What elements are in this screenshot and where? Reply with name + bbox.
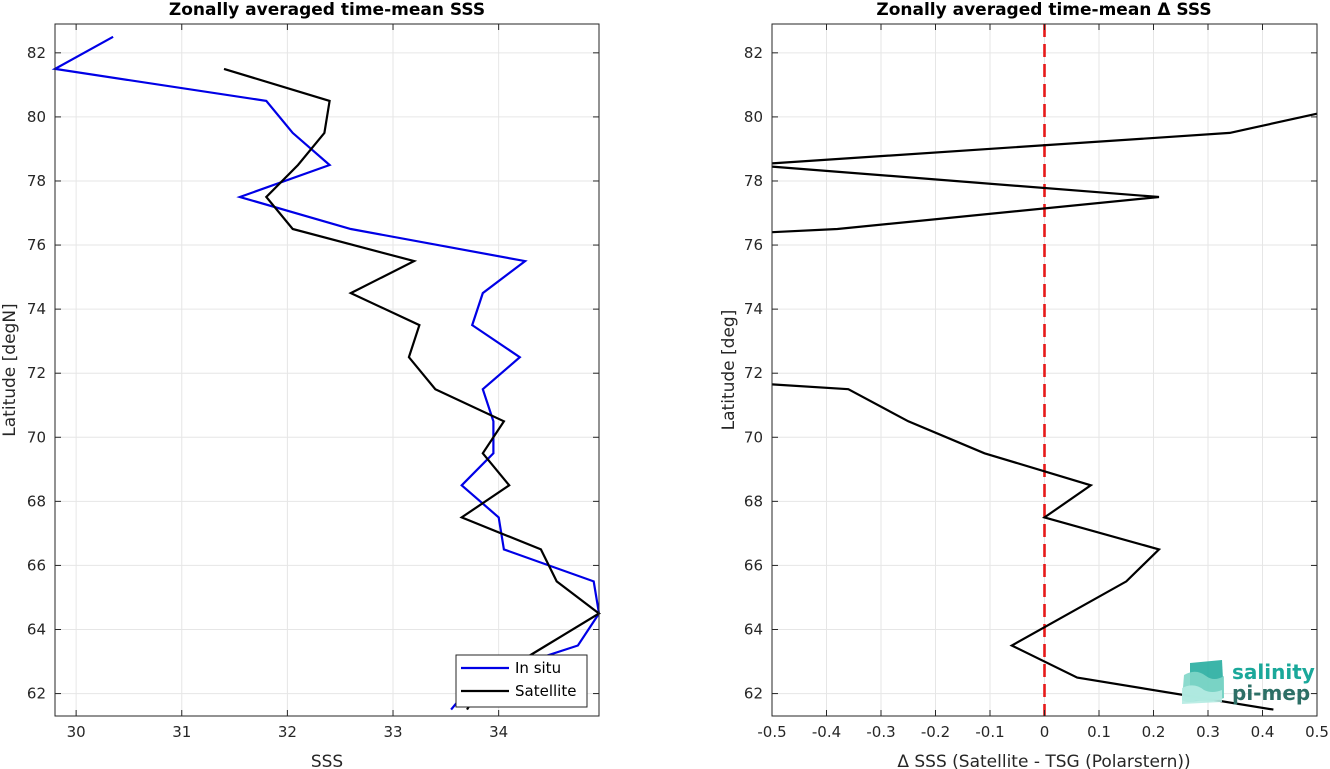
sss-y-tick-label: 68	[27, 492, 46, 510]
delta-x-axis-label: Δ SSS (Satellite - TSG (Polarstern))	[897, 752, 1190, 769]
legend: In situ Satellite	[455, 654, 588, 708]
delta-y-tick-label: 64	[744, 621, 763, 639]
sss-x-tick-label: 30	[67, 723, 86, 741]
sss-y-tick-label: 82	[27, 44, 46, 62]
delta-x-tick-label: 0.1	[1087, 723, 1111, 741]
logo-text-pi-mep: pi-mep	[1232, 681, 1310, 705]
sss-x-tick-label: 33	[383, 723, 402, 741]
salinity-pi-mep-logo: salinity pi-mep	[1182, 660, 1315, 705]
sss-x-tick-label: 34	[489, 723, 508, 741]
delta-y-tick-label: 66	[744, 556, 763, 574]
sss-y-tick-label: 70	[27, 428, 46, 446]
legend-box	[455, 654, 588, 708]
delta-x-tick-label: 0.4	[1251, 723, 1275, 741]
delta-y-tick-label: 72	[744, 364, 763, 382]
legend-label-in-situ: In situ	[515, 659, 561, 677]
delta-y-tick-label: 70	[744, 428, 763, 446]
sss-plot-frame	[54, 23, 600, 717]
sss-x-tick-label: 31	[172, 723, 191, 741]
delta-y-tick-label: 76	[744, 236, 763, 254]
logo-text-salinity: salinity	[1232, 660, 1315, 684]
delta-series-0-line-segment-0	[771, 383, 1274, 711]
delta-y-tick-label: 74	[744, 300, 763, 318]
delta-x-tick-label: 0.3	[1196, 723, 1220, 741]
delta-y-axis-label: Latitude [deg]	[719, 310, 739, 431]
sss-ticks: 30 31 32 33 34 62 64 66 68 70 72 74 76 78 80 82	[27, 24, 599, 741]
logo-wave-icon	[1182, 660, 1224, 704]
delta-series-0-line-segment-1	[771, 165, 1160, 234]
delta-series-0-line-segment-2	[771, 112, 1318, 165]
delta-y-tick-label: 80	[744, 108, 763, 126]
delta-x-tick-label: -0.5	[757, 723, 786, 741]
sss-y-tick-label: 66	[27, 556, 46, 574]
delta-series	[771, 24, 1318, 716]
sss-y-tick-label: 64	[27, 621, 46, 639]
sss-x-axis-label: SSS	[311, 752, 343, 769]
sss-grid	[55, 24, 599, 716]
legend-label-satellite: Satellite	[515, 682, 576, 700]
delta-x-tick-label: -0.3	[866, 723, 895, 741]
delta-x-tick-label: 0	[1040, 723, 1050, 741]
sss-y-tick-label: 74	[27, 300, 46, 318]
sss-y-tick-label: 62	[27, 685, 46, 703]
delta-x-tick-label: 0.5	[1305, 723, 1329, 741]
sss-y-tick-label: 80	[27, 108, 46, 126]
delta-x-tick-label: -0.4	[812, 723, 841, 741]
sss-y-tick-label: 72	[27, 364, 46, 382]
sss-x-tick-label: 32	[278, 723, 297, 741]
sss-satellite-line	[223, 67, 601, 711]
delta-sss-panel: -0.5 -0.4 -0.3 -0.2 -0.1 0 0.1 0.2 0.3 0.4 0.5 62 64…	[719, 0, 1329, 769]
delta-chart-title: Zonally averaged time-mean Δ SSS	[876, 0, 1211, 20]
sss-chart-title: Zonally averaged time-mean SSS	[169, 0, 485, 20]
delta-y-tick-label: 78	[744, 172, 763, 190]
delta-ticks: -0.5 -0.4 -0.3 -0.2 -0.1 0 0.1 0.2 0.3 0.4 0.5 62 64…	[744, 24, 1329, 741]
delta-x-tick-label: -0.1	[975, 723, 1004, 741]
sss-y-tick-label: 78	[27, 172, 46, 190]
sss-panel: 30 31 32 33 34 62 64 66 68 70 72 74 76 78 80 82 Zonally…	[0, 0, 601, 769]
delta-y-tick-label: 62	[744, 685, 763, 703]
delta-x-tick-label: -0.2	[921, 723, 950, 741]
delta-y-tick-label: 82	[744, 44, 763, 62]
delta-y-tick-label: 68	[744, 492, 763, 510]
sss-in-situ-line	[51, 35, 601, 711]
sss-y-tick-label: 76	[27, 236, 46, 254]
sss-plot-background	[55, 24, 599, 716]
delta-x-tick-label: 0.2	[1142, 723, 1166, 741]
sss-y-axis-label: Latitude [degN]	[0, 303, 20, 436]
sss-series	[51, 35, 601, 711]
